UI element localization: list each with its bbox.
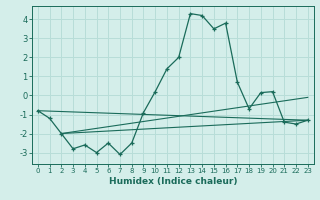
X-axis label: Humidex (Indice chaleur): Humidex (Indice chaleur) bbox=[108, 177, 237, 186]
